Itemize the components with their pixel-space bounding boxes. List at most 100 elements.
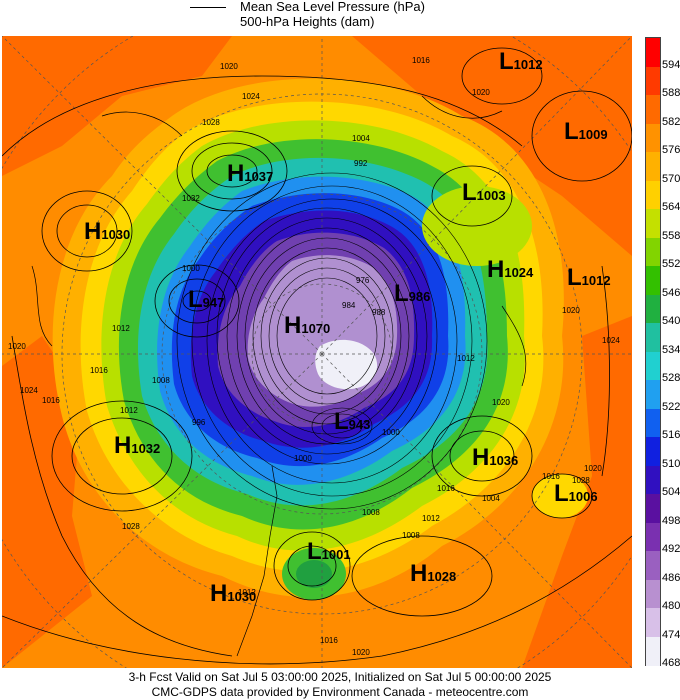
color-scale-label: 480 (662, 600, 680, 612)
isobar-value-label: 1016 (90, 366, 108, 375)
pressure-system: H1036 (472, 444, 519, 471)
isobar-value-label: 988 (372, 308, 386, 317)
isobar-value-label: 1020 (8, 342, 26, 351)
isobar-value-label: 1020 (492, 398, 510, 407)
isobar-value-label: 1012 (120, 406, 138, 415)
color-scale-swatch (646, 494, 660, 523)
pressure-system: L1006 (554, 480, 598, 507)
color-scale-swatch (646, 636, 660, 666)
color-scale-label: 570 (662, 172, 680, 185)
color-scale-swatch (646, 38, 660, 67)
pressure-system: L1003 (462, 179, 506, 206)
color-scale-swatch (646, 237, 660, 267)
color-scale-label: 468 (662, 657, 680, 669)
color-scale-label: 546 (662, 286, 680, 299)
isobar-value-label: 1020 (220, 62, 238, 71)
color-scale-swatch (646, 95, 660, 124)
color-scale-label: 474 (662, 628, 680, 641)
color-scale-label: 594 (662, 58, 680, 71)
pressure-system: H1030 (84, 218, 131, 245)
data-credit-text: CMC-GDPS data provided by Environment Ca… (151, 685, 529, 699)
color-scale-label: 486 (662, 571, 680, 584)
pressure-system: L947 (188, 286, 225, 313)
field-468-region (315, 339, 378, 390)
isobar-value-label: 1016 (412, 56, 430, 65)
isobar-value-label: 1012 (238, 588, 256, 597)
color-scale-label: 510 (662, 457, 680, 470)
pressure-system: H1070 (284, 312, 331, 339)
coastlines (31, 95, 527, 657)
isobar-value-label: 1024 (602, 336, 620, 345)
isobar-value-label: 1020 (584, 464, 602, 473)
color-scale-swatch (646, 66, 660, 96)
field-582-region (2, 36, 232, 176)
isobar-value-label: 1000 (182, 264, 200, 273)
isobar-value-label: 1012 (457, 354, 475, 363)
isobar-value-label: 1024 (20, 386, 38, 395)
isobar-value-label: 984 (342, 301, 356, 310)
color-scale-label: 528 (662, 372, 680, 384)
color-scale-label: 564 (662, 201, 680, 213)
forecast-valid-text: 3-h Fcst Valid on Sat Jul 5 03:00:00 202… (128, 670, 552, 684)
pressure-system: H1032 (114, 432, 161, 459)
isobar-line-swatch (190, 7, 226, 8)
color-scale-swatch (646, 522, 660, 552)
heights-legend-label: 500-hPa Heights (dam) (240, 14, 375, 29)
isobar-value-label: 992 (354, 159, 368, 168)
color-scale-swatch (646, 608, 660, 637)
isobar-value-label: 1032 (182, 194, 200, 203)
pressure-system: L1012 (567, 264, 611, 291)
isobar-value-label: 1004 (352, 134, 370, 143)
color-scale-label: 582 (662, 115, 680, 128)
pressure-system: H1024 (487, 256, 534, 283)
color-scale-swatch (646, 152, 660, 181)
color-scale-swatch (646, 465, 660, 495)
graticule (2, 36, 632, 668)
color-scale-swatch (646, 579, 660, 609)
weather-map: L1012 L1009 H1037 L1003 H1030 H1024 L101… (2, 36, 632, 668)
color-scale-swatch (646, 209, 660, 238)
isobar-value-label: 1000 (294, 454, 312, 463)
isobar-value-label: 976 (356, 276, 370, 285)
color-scale-swatch (646, 551, 660, 580)
pressure-system: L943 (334, 408, 371, 435)
color-scale-label: 558 (662, 229, 680, 242)
isobar-value-label: 1016 (320, 636, 338, 645)
isobar-value-label: 1000 (382, 428, 400, 437)
field-582-region (522, 316, 632, 668)
color-scale-label: 516 (662, 429, 680, 441)
field-540-region (296, 560, 332, 588)
pressure-system: H1028 (410, 560, 457, 587)
color-scale-label: 534 (662, 343, 680, 356)
pressure-system: H1037 (227, 160, 274, 187)
pressure-system: L1001 (307, 538, 351, 565)
field-564-region (532, 474, 588, 518)
isobar-value-label: 1020 (352, 648, 370, 657)
isobar-value-label: 1016 (542, 472, 560, 481)
isobar-value-label: 1004 (482, 494, 500, 503)
isobar-value-label: 1020 (562, 306, 580, 315)
color-scale-swatch (646, 180, 660, 210)
chart-legend: Mean Sea Level Pressure (hPa) 500-hPa He… (190, 0, 490, 34)
color-scale-label: 492 (662, 543, 680, 555)
color-scale-swatch (646, 408, 660, 438)
map-canvas (2, 36, 632, 668)
isobars (2, 47, 632, 665)
isobar-value-label: 1012 (422, 514, 440, 523)
isobar-value-label: 1028 (202, 118, 220, 127)
color-scale-swatch (646, 437, 660, 466)
color-scale-label: 576 (662, 144, 680, 156)
isobar-value-label: 1020 (472, 88, 490, 97)
color-scale-label: 540 (662, 315, 680, 327)
pressure-system: L986 (394, 280, 431, 307)
pressure-system: H1030 (210, 580, 257, 607)
color-scale-swatch (646, 323, 660, 352)
isobar-value-label: 1008 (402, 531, 420, 540)
isobar-value-label: 1028 (572, 476, 590, 485)
color-scale-label: 588 (662, 87, 680, 99)
polar-isobars (176, 172, 488, 510)
color-scale-swatch (646, 380, 660, 409)
color-scale-label: 498 (662, 514, 680, 527)
color-scale-swatch (646, 351, 660, 381)
color-scale-label: 504 (662, 486, 680, 498)
